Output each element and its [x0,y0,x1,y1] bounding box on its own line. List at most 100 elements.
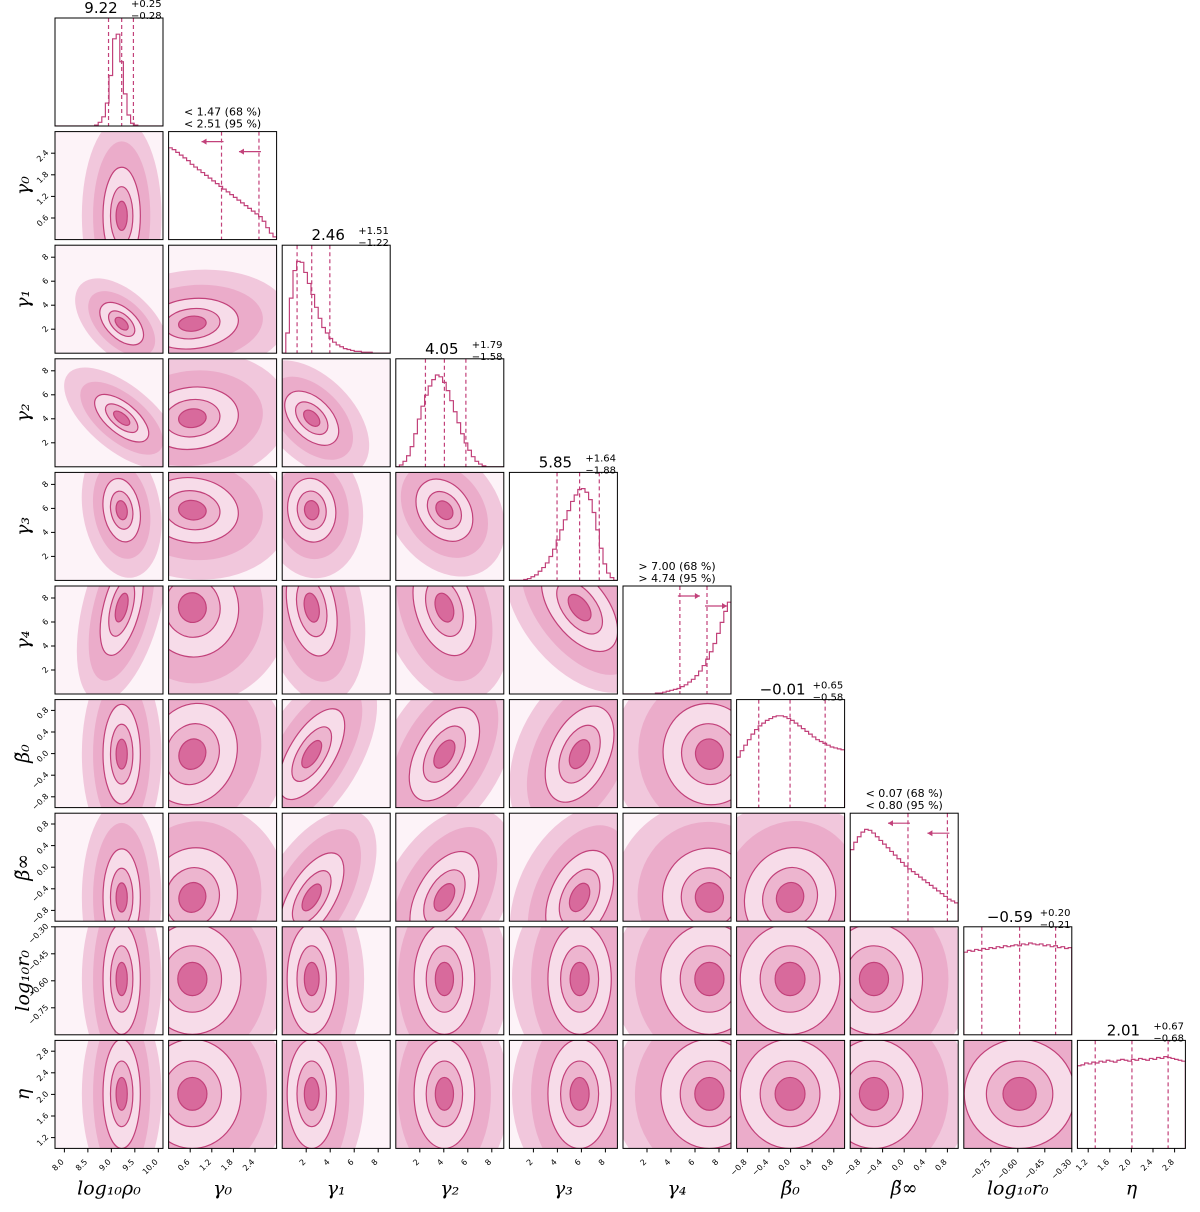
x-axis-label-param-1: γ₀ [213,1177,232,1199]
pair-panel-4-3 [395,471,505,581]
panel-frame [395,1039,505,1149]
panel-frame [54,244,164,354]
pair-panel-8-1 [168,926,278,1036]
density [55,926,163,1035]
panel-frame [736,812,846,922]
panel-frame [508,471,618,581]
contour-level [433,883,456,912]
x-tick-label: 2.8 [1161,1157,1176,1172]
panel-frame [395,585,505,695]
contour-level [858,961,890,997]
pair-panel-6-5 [622,699,732,809]
x-tick-label: 0.6 [176,1157,191,1172]
pair-panel-6-2 [281,699,391,809]
panel-title-minus: −0.68 [1153,1033,1184,1044]
panel-title-plus: +0.20 [1040,908,1071,919]
contour-level [568,739,591,770]
panel-title-minus: −0.28 [131,11,162,22]
y-tick-label: 8 [40,366,50,376]
hist-panel-param-3: 4.05 +1.79−1.58 [395,340,505,468]
contour-level [694,738,724,770]
x-tick-label: 2 [525,1157,535,1167]
y-tick-label: −0.8 [30,792,50,812]
pair-panel-7-5 [622,812,732,922]
contour-level [568,882,591,913]
x-tick-label: 4 [435,1157,445,1167]
x-tick-label: 8 [710,1157,720,1167]
hist-panel-param-4: 5.85 +1.64−1.88 [508,453,618,581]
panel-frame [281,585,391,695]
pair-panel-5-3 [395,585,505,695]
density [55,245,163,354]
panel-frame [281,812,391,922]
panel-title-param-3: 4.05 [425,340,458,358]
density [55,472,163,581]
hist-line [623,601,731,694]
pair-panel-9-2: 2 4 6 8 γ₁ [281,1039,391,1199]
limit-arrowhead [927,830,933,837]
panel-frame [508,926,618,1036]
contour-level [569,961,590,997]
contour-level [115,961,128,997]
y-tick-label: 0.6 [35,213,50,228]
x-tick-label: 8.5 [74,1157,89,1172]
x-axis-label-param-7: β̃∞ [890,1177,918,1199]
panel-frame [168,926,278,1036]
x-tick-label: 1.6 [1096,1157,1111,1172]
x-tick-label: 8 [483,1157,493,1167]
hist-panel-param-9: 2.01 +0.67−0.68 1.2 1.6 2.0 2.4 2.8 η [1074,1021,1186,1199]
y-tick-label: 4 [40,527,50,537]
x-tick-label: 6 [573,1157,583,1167]
x-tick-label: 9.0 [97,1157,112,1172]
panel-title-plus: +0.67 [1153,1021,1184,1032]
y-tick-label: 2.4 [35,148,50,163]
y-tick-label: 1.8 [35,170,50,185]
panel-frame [281,471,391,581]
pair-panel-6-4 [508,699,618,809]
pair-panel-9-3: 2 4 6 8 γ₂ [395,1039,505,1199]
panel-frame [54,471,164,581]
pair-panel-9-1: 0.6 1.2 1.8 2.4 γ₀ [168,1039,278,1199]
y-tick-label: 2.8 [35,1046,50,1061]
contour-level [177,592,207,624]
contour-level [775,881,805,913]
x-tick-label: 1.2 [198,1157,213,1172]
x-tick-label: 8 [370,1157,380,1167]
y-tick-label: 0.4 [35,727,50,742]
density [282,586,391,694]
x-tick-label: −0.4 [864,1157,884,1177]
panel-title-minus: −1.58 [472,352,503,363]
density [623,813,731,922]
density [509,926,618,1035]
contour-level [774,961,806,997]
x-tick-label: 8.0 [50,1157,65,1172]
hist-line [395,374,504,467]
y-axis-label-param-6: β̃₀ [12,744,34,764]
contour-level [178,881,207,913]
y-tick-label: 2.4 [35,1068,50,1083]
hist-line [509,488,618,581]
panel-frame [168,358,278,468]
panel-title-param-2: 2.46 [311,226,344,244]
y-axis-label-param-8: log₁₀r₀ [12,950,34,1012]
hist-panel-param-0: 9.22 +0.25−0.28 [54,0,164,127]
x-tick-label: −0.8 [842,1157,862,1177]
contour-level [177,315,207,332]
y-tick-label: 6 [40,503,50,513]
density [55,813,163,922]
y-tick-label: 0.0 [35,862,50,877]
density [168,358,277,467]
x-tick-label: 8 [597,1157,607,1167]
panel-title-minus: −1.22 [358,238,389,249]
hist-line [282,260,391,354]
contour-level [433,739,456,769]
density [168,245,277,354]
x-tick-label: 0.8 [933,1157,948,1172]
y-tick-label: 2 [40,551,50,561]
density [623,699,731,808]
panel-frame [281,1039,391,1149]
panel-title-minus: −0.21 [1040,920,1071,931]
hist-panel-param-8: −0.59 +0.20−0.21 [963,908,1073,1036]
contour-level [567,593,592,622]
